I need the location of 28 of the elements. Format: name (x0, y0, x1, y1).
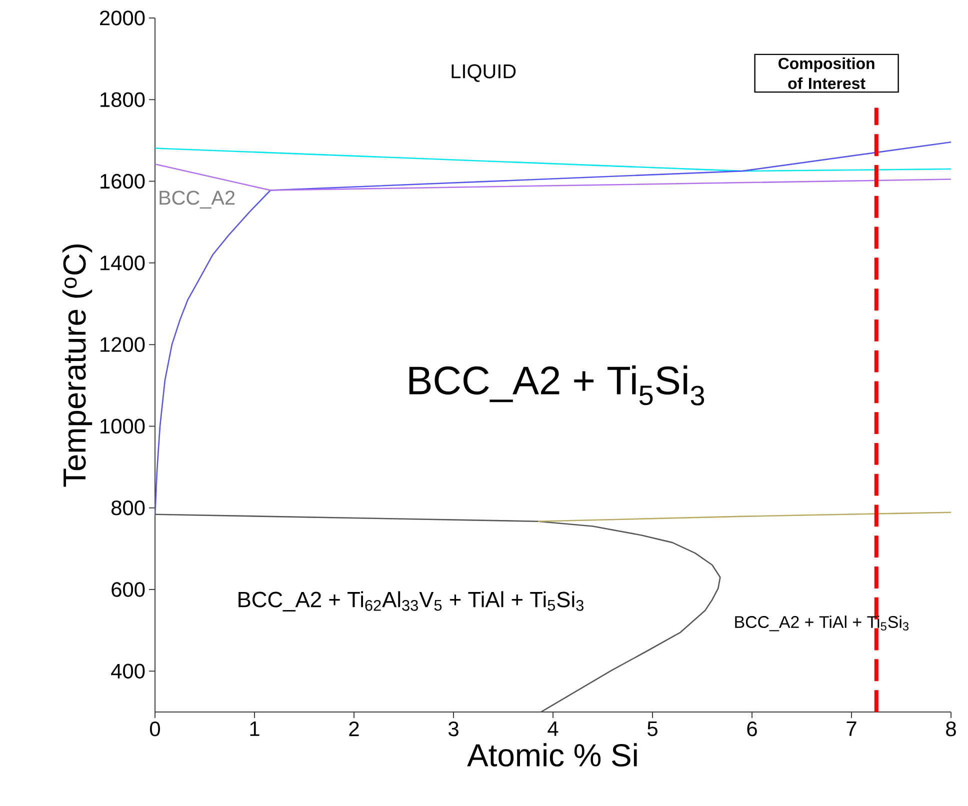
text: BCC_A2 + Ti$_{62}$Al$_{33}$V$_{5}$ + TiAl + Ti$_{5}$Si$_{3}$ (238, 591, 584, 612)
x-tick-label: 3 (448, 721, 458, 736)
annotation: BCC_A2 + Ti$_{5}$Si$_{3}$ (409, 365, 704, 406)
y-tick-label: 1800 (100, 92, 145, 108)
x-tick-label: 5 (648, 721, 658, 736)
x-tick-label: 1 (250, 721, 260, 736)
annotation: LIQUID (452, 64, 516, 82)
x-tick-label: 2 (349, 721, 359, 736)
line-series (154, 141, 952, 517)
x-axis-title: Atomic % Si (467, 743, 637, 767)
ref-line-label: Composition of Interest (778, 57, 874, 90)
annotation: BCC_A2 + TiAl + Ti$_{5}$Si$_{3}$ (735, 616, 909, 632)
y-tick-label: 1200 (100, 337, 145, 352)
y-tick-label: 1000 (100, 418, 145, 434)
x-tick-label: 0 (150, 721, 160, 736)
x-tick-label: 6 (747, 721, 757, 736)
x-tick-label: 8 (946, 721, 956, 736)
y-tick-label: 600 (112, 582, 145, 597)
x-tick-label: 4 (548, 721, 558, 736)
y-tick-label: 2000 (100, 10, 145, 26)
line-series (154, 514, 721, 713)
annotation: BCC_A2 (160, 190, 235, 209)
y-tick-label: 400 (111, 664, 145, 679)
y-axis-title: Temperature ($^{o}$C) (62, 244, 92, 487)
y-tick-label: 800 (112, 500, 145, 516)
x-tick-label: 7 (846, 721, 856, 736)
y-tick-label: 1600 (100, 174, 145, 189)
y-tick-label: 1400 (100, 256, 145, 270)
